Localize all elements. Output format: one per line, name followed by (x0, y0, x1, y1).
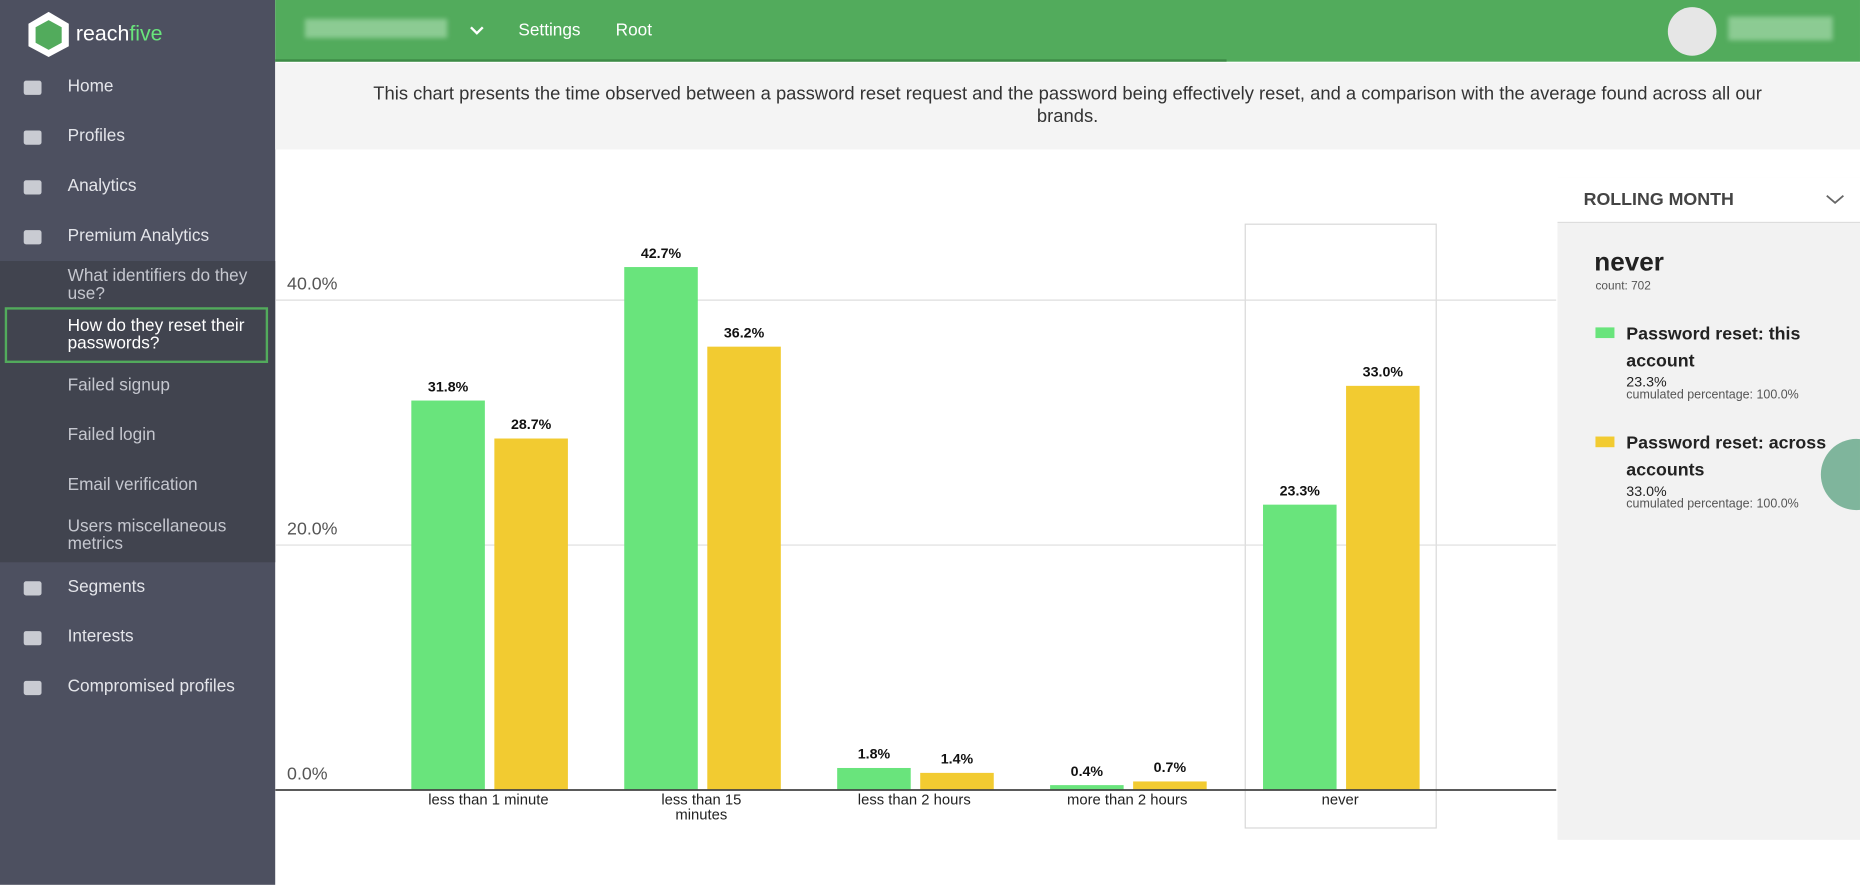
legend-swatch (1595, 436, 1615, 448)
bar (1050, 785, 1124, 791)
sidebar: reachfive Home Profiles Analytics Premium A… (0, 0, 276, 885)
legend-swatch (1595, 327, 1615, 339)
chart: 0.0% 20.0% 40.0% 31.8% 28.7% 42.7% 36.2% 1.8% 1.… (275, 223, 1557, 829)
bar (1346, 385, 1420, 791)
blurred-org (304, 18, 448, 38)
nav-item[interactable]: Profiles (67, 126, 125, 146)
x-tick-label: never (1321, 791, 1359, 808)
legend-value: 33.0% (1626, 482, 1667, 500)
submenu (0, 260, 276, 563)
value-label: 1.8% (858, 747, 891, 763)
logo-icon (28, 11, 69, 57)
x-tick-label: less than 2 hours (857, 791, 971, 808)
x-tick-label: less than 1 minute (428, 791, 549, 808)
bar (624, 267, 698, 791)
bar (1133, 781, 1207, 791)
bar (707, 346, 781, 791)
side-panel: ROLLING MONTH never count: 702 Password … (1557, 177, 1860, 840)
topbar: Settings Root (275, 0, 1860, 62)
avatar[interactable] (1667, 7, 1717, 56)
nav-icon (23, 631, 42, 646)
value-label: 0.7% (1154, 760, 1187, 776)
active-highlight (4, 307, 269, 363)
nav-link[interactable]: Settings (518, 21, 581, 41)
panel-count: count: 702 (1595, 279, 1651, 293)
nav-item[interactable]: Segments (67, 577, 146, 597)
value-label: 42.7% (641, 246, 682, 262)
logo-part: five (129, 21, 163, 46)
logo-part: reach (75, 21, 130, 46)
nav-item[interactable]: Home (67, 77, 114, 97)
x-tick-label: more than 2 hours (1067, 791, 1188, 808)
nav-item[interactable]: Interests (67, 627, 134, 647)
nav-subitem[interactable]: Failed signup (67, 376, 170, 396)
bar (1263, 504, 1337, 791)
value-label: 23.3% (1280, 483, 1321, 499)
period-select[interactable] (1557, 177, 1860, 224)
value-label: 36.2% (724, 325, 765, 341)
nav-item[interactable]: Compromised profiles (67, 677, 235, 697)
nav-subitem[interactable]: Failed login (67, 425, 156, 445)
bar (837, 767, 911, 791)
nav-item[interactable]: Premium Analytics (67, 226, 210, 246)
legend-name: Password reset: across accounts (1626, 432, 1827, 481)
nav-icon (23, 581, 42, 596)
selection-box (1244, 223, 1437, 829)
y-tick-label: 20.0% (287, 518, 338, 538)
nav-icon (23, 130, 42, 145)
value-label: 33.0% (1363, 365, 1404, 381)
period-label[interactable]: ROLLING MONTH (1583, 189, 1734, 210)
bar (494, 438, 568, 791)
nav-subitem[interactable]: Email verification (67, 475, 198, 495)
legend-name: Password reset: this account (1626, 323, 1801, 372)
logo-text: reachfive (76, 21, 163, 46)
legend-cumulated: cumulated percentage: 100.0% (1626, 497, 1799, 512)
value-label: 0.4% (1071, 764, 1104, 780)
y-tick-label: 0.0% (287, 763, 328, 783)
description-text: This chart presents the time observed be… (373, 84, 1762, 127)
x-tick-label: less than 15 minutes (661, 791, 742, 824)
nav-subitem[interactable]: How do they reset their passwords? (67, 316, 245, 354)
value-label: 31.8% (428, 379, 469, 395)
y-tick-label: 40.0% (287, 273, 338, 293)
nav-subitem[interactable]: Users miscellaneous metrics (67, 517, 227, 554)
nav-link[interactable]: Root (615, 21, 652, 41)
description: This chart presents the time observed be… (275, 62, 1860, 150)
panel-title: never (1594, 246, 1664, 277)
legend-cumulated: cumulated percentage: 100.0% (1626, 387, 1799, 403)
value-label: 1.4% (941, 752, 974, 768)
value-label: 28.7% (511, 417, 552, 433)
chart-area: 0.0% 20.0% 40.0% 31.8% 28.7% 42.7% 36.2% 1.8% 1.… (275, 149, 1557, 884)
nav-item[interactable]: Analytics (67, 176, 137, 196)
chevron[interactable] (1826, 193, 1845, 205)
progress (275, 59, 1227, 62)
blurred-user (1728, 16, 1833, 41)
bar (920, 772, 994, 791)
bar (411, 400, 485, 791)
nav-icon (23, 680, 42, 696)
nav-subitem[interactable]: What identifiers do they use? (67, 266, 248, 304)
legend-value: 23.3% (1626, 373, 1667, 391)
nav-icon (23, 180, 42, 195)
nav-icon (23, 230, 42, 245)
nav-icon (23, 80, 42, 95)
dropdown[interactable] (469, 24, 486, 38)
